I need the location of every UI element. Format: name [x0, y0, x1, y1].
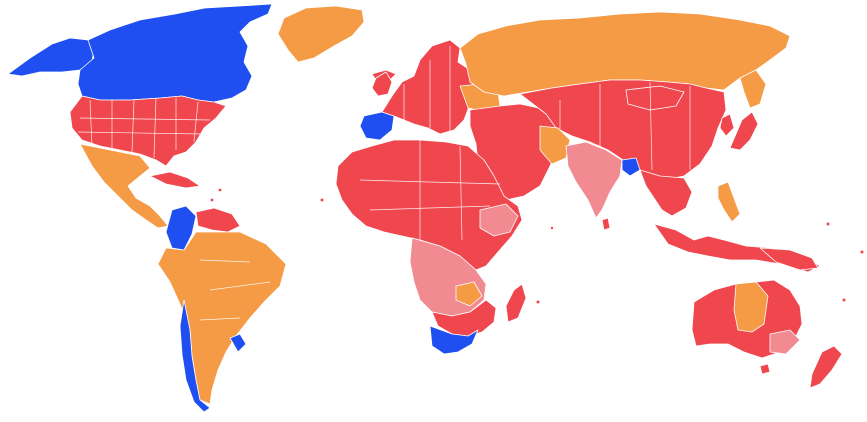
north-africa[interactable] [335, 139, 523, 271]
usa[interactable] [69, 95, 227, 167]
tasmania[interactable] [759, 363, 771, 375]
papua[interactable] [759, 247, 819, 271]
small-islands [210, 188, 864, 304]
victoria-nsw[interactable] [769, 329, 801, 355]
greenland[interactable] [277, 5, 365, 63]
colombia[interactable] [165, 205, 197, 251]
canada[interactable] [77, 3, 273, 103]
russia-east[interactable] [739, 69, 767, 109]
caribbean[interactable] [149, 171, 201, 189]
southern-africa[interactable] [431, 299, 497, 337]
zambia-zimbabwe[interactable] [455, 281, 483, 307]
uruguay[interactable] [229, 333, 247, 353]
chile[interactable] [179, 299, 211, 413]
horn-of-africa[interactable] [479, 203, 519, 237]
philippines[interactable] [717, 181, 741, 223]
southeast-asia[interactable] [639, 169, 693, 217]
bangladesh[interactable] [621, 157, 641, 177]
korea[interactable] [719, 113, 735, 137]
india[interactable] [565, 141, 623, 219]
new-zealand[interactable] [809, 345, 843, 389]
internal-borders [77, 46, 691, 321]
mongolia[interactable] [625, 85, 685, 111]
mexico-central-america[interactable] [79, 143, 169, 229]
uk[interactable] [371, 71, 393, 97]
sri-lanka[interactable] [601, 217, 611, 231]
northern-territory[interactable] [733, 281, 769, 333]
venezuela[interactable] [195, 207, 241, 233]
south-africa[interactable] [429, 325, 479, 355]
pakistan[interactable] [539, 125, 571, 165]
brazil-andes[interactable] [157, 231, 287, 405]
madagascar[interactable] [505, 283, 527, 323]
japan[interactable] [729, 111, 759, 151]
iberia[interactable] [359, 111, 395, 141]
